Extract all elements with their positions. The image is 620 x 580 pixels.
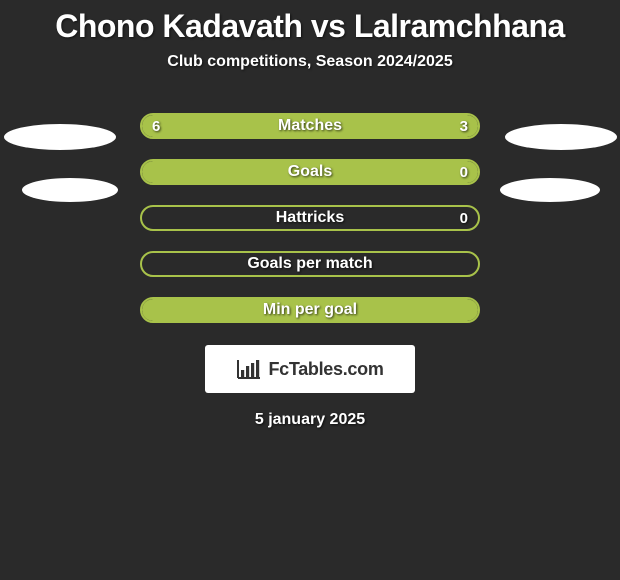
player-ellipse: [500, 178, 600, 202]
stat-bar-track: 0 Goals: [140, 159, 480, 185]
player-ellipse: [22, 178, 118, 202]
stat-row: Goals per match: [0, 241, 620, 287]
comparison-infographic: Chono Kadavath vs Lalramchhana Club comp…: [0, 0, 620, 580]
player-ellipse: [4, 124, 116, 150]
stat-value-right: 0: [460, 164, 468, 181]
stat-value-right: 0: [460, 210, 468, 227]
page-title: Chono Kadavath vs Lalramchhana: [0, 8, 620, 45]
stat-row: Min per goal: [0, 287, 620, 333]
stat-bar-track: Min per goal: [140, 297, 480, 323]
player-ellipse: [505, 124, 617, 150]
stat-label: Matches: [278, 117, 342, 135]
stat-bar-track: 0 Hattricks: [140, 205, 480, 231]
stat-label: Hattricks: [276, 209, 344, 227]
chart-icon: [236, 358, 262, 380]
stat-value-right: 3: [460, 118, 468, 135]
stat-row: 0 Hattricks: [0, 195, 620, 241]
logo-text: FcTables.com: [268, 359, 383, 380]
date-label: 5 january 2025: [0, 411, 620, 429]
stat-label: Goals per match: [247, 255, 372, 273]
stat-value-left: 6: [152, 118, 160, 135]
stat-bar-track: Goals per match: [140, 251, 480, 277]
stat-label: Goals: [288, 163, 332, 181]
subtitle: Club competitions, Season 2024/2025: [0, 53, 620, 71]
stat-bar-track: 6 3 Matches: [140, 113, 480, 139]
stat-label: Min per goal: [263, 301, 357, 319]
logo-box: FcTables.com: [205, 345, 415, 393]
